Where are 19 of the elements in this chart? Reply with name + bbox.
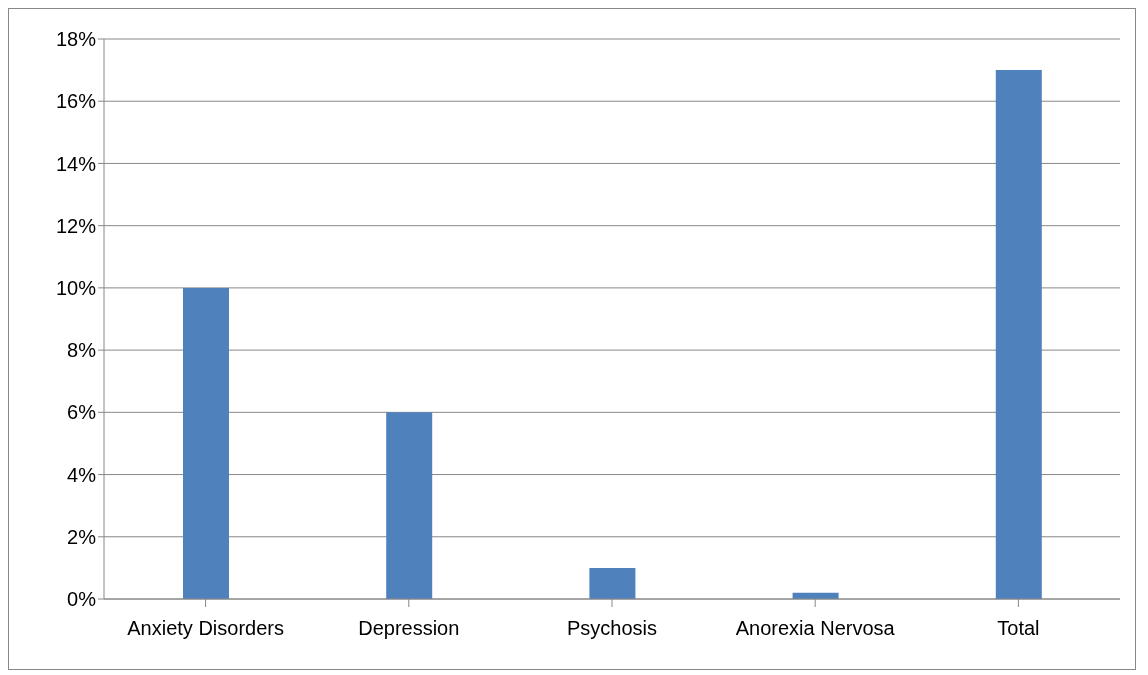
x-tick-label: Anxiety Disorders (127, 617, 284, 640)
y-tick-label: 16% (55, 90, 97, 113)
y-tick-label: 18% (55, 28, 97, 51)
y-tick-label: 14% (55, 152, 97, 175)
bar (183, 287, 229, 599)
y-tick-label: 6% (67, 401, 97, 424)
bar (589, 567, 636, 599)
x-tick-label: Total (997, 617, 1040, 640)
x-tick-label: Psychosis (566, 617, 658, 640)
x-tick-label: Anorexia Nervosa (735, 617, 896, 640)
y-tick-label: 4% (67, 463, 97, 486)
y-tick-label: 8% (67, 339, 97, 362)
y-tick-label: 2% (67, 525, 97, 548)
y-tick-label: 10% (55, 276, 97, 299)
bar (995, 70, 1042, 599)
y-tick-label: 12% (55, 214, 97, 237)
y-tick-label: 0% (67, 588, 97, 611)
x-tick-label: Depression (358, 617, 460, 640)
bar (386, 412, 433, 599)
